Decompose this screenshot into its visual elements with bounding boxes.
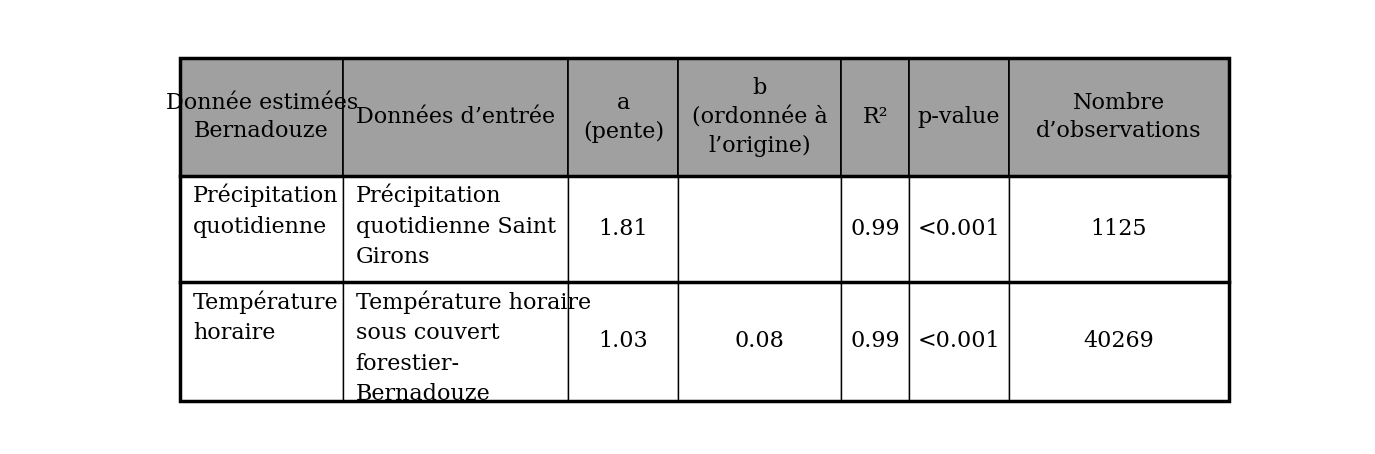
Text: <0.001: <0.001	[917, 331, 1000, 352]
Text: Température horaire
sous couvert
forestier-
Bernadouze: Température horaire sous couvert foresti…	[356, 290, 591, 405]
Text: 1.03: 1.03	[598, 331, 648, 352]
Text: Température
horaire: Température horaire	[193, 290, 338, 344]
Text: 0.99: 0.99	[850, 331, 899, 352]
FancyBboxPatch shape	[842, 58, 909, 176]
FancyBboxPatch shape	[678, 282, 842, 400]
Text: 0.08: 0.08	[734, 331, 785, 352]
Text: 1125: 1125	[1090, 218, 1147, 240]
FancyBboxPatch shape	[180, 282, 342, 400]
FancyBboxPatch shape	[568, 58, 678, 176]
Text: b
(ordonnée à
l’origine): b (ordonnée à l’origine)	[692, 77, 828, 157]
Text: p-value: p-value	[917, 106, 1000, 128]
FancyBboxPatch shape	[909, 282, 1009, 400]
FancyBboxPatch shape	[180, 176, 342, 282]
Text: Données d’entrée: Données d’entrée	[356, 106, 556, 128]
FancyBboxPatch shape	[1009, 58, 1229, 176]
Text: a
(pente): a (pente)	[583, 92, 664, 143]
FancyBboxPatch shape	[342, 282, 568, 400]
Text: Donnée estimées
Bernadouze: Donnée estimées Bernadouze	[165, 92, 358, 143]
FancyBboxPatch shape	[842, 282, 909, 400]
Text: <0.001: <0.001	[917, 218, 1000, 240]
Text: 1.81: 1.81	[598, 218, 648, 240]
FancyBboxPatch shape	[909, 58, 1009, 176]
FancyBboxPatch shape	[342, 58, 568, 176]
Text: Précipitation
quotidienne Saint
Girons: Précipitation quotidienne Saint Girons	[356, 184, 556, 268]
FancyBboxPatch shape	[568, 176, 678, 282]
Text: Précipitation
quotidienne: Précipitation quotidienne	[193, 184, 338, 238]
FancyBboxPatch shape	[1009, 282, 1229, 400]
FancyBboxPatch shape	[342, 176, 568, 282]
FancyBboxPatch shape	[678, 58, 842, 176]
Text: 0.99: 0.99	[850, 218, 899, 240]
FancyBboxPatch shape	[180, 58, 342, 176]
FancyBboxPatch shape	[1009, 176, 1229, 282]
FancyBboxPatch shape	[909, 176, 1009, 282]
Text: 40269: 40269	[1084, 331, 1154, 352]
Text: Nombre
d’observations: Nombre d’observations	[1037, 92, 1202, 143]
FancyBboxPatch shape	[678, 176, 842, 282]
FancyBboxPatch shape	[842, 176, 909, 282]
FancyBboxPatch shape	[568, 282, 678, 400]
Text: R²: R²	[862, 106, 888, 128]
